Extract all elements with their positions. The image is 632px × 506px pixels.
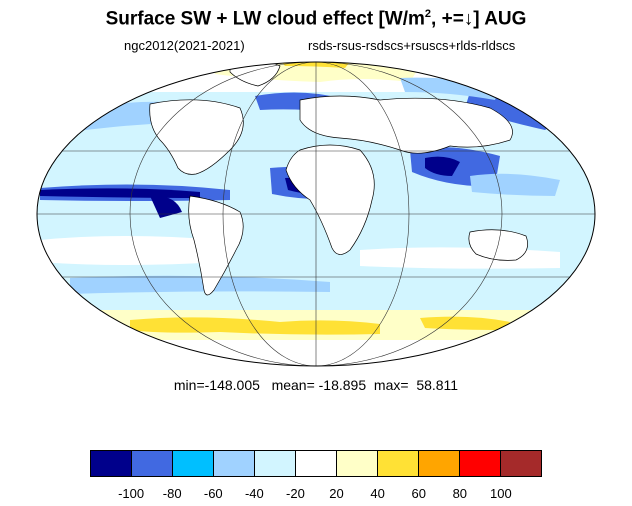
colorbar-tick-label: -80 (162, 486, 182, 501)
map-border (36, 61, 596, 367)
colorbar-tick-label: 20 (329, 486, 344, 501)
model-subtitle: ngc2012(2021-2021) (124, 38, 245, 53)
southern-ocean-band (70, 275, 330, 294)
colorbar-swatch (378, 451, 419, 476)
colorbar-tick-label: -100 (118, 486, 145, 501)
arctic-yellow-patch (280, 62, 350, 68)
colorbar-tick-label: 60 (411, 486, 426, 501)
panama-core (150, 195, 182, 218)
colorbar-swatch (460, 451, 501, 476)
colorbar-swatch (132, 451, 173, 476)
colorbar-labels: -100 -80 -60 -40 -20 20 40 60 80 100 (0, 486, 632, 504)
graticule (37, 62, 595, 366)
antarctic-yellow-band (130, 317, 380, 335)
asian-monsoon-core (425, 156, 460, 176)
africa (285, 144, 375, 255)
west-pacific-band (470, 173, 560, 196)
stats-line: min=-148.005 mean= -18.895 max= 58.811 (173, 377, 459, 393)
colorbar-swatch (173, 451, 214, 476)
itcz-pacific-core (40, 188, 200, 198)
colorbar-swatch (501, 451, 541, 476)
colorbar-tick-label: 100 (490, 486, 512, 501)
antarctic-yellow-patch (420, 316, 510, 330)
south-america (188, 195, 244, 296)
chart-title: Surface SW + LW cloud effect [W/m2, +=↓]… (105, 8, 527, 30)
world-map (36, 61, 596, 367)
colorbar-swatch (419, 451, 460, 476)
colorbar-tick-label: -20 (286, 486, 305, 501)
eurasia (299, 95, 513, 154)
north-america (149, 99, 244, 175)
colorbar-tick-label: -40 (244, 486, 264, 501)
indian-ocean-clear (360, 247, 560, 269)
colorbar-swatch (337, 451, 378, 476)
colorbar-tick-label: 40 (370, 486, 385, 501)
colorbar-swatch (91, 451, 132, 476)
colorbar-swatch (214, 451, 255, 476)
colorbar-tick-label: 80 (452, 486, 468, 501)
colorbar-swatch (296, 451, 337, 476)
colorbar-swatch (255, 451, 296, 476)
south-pacific-clear (40, 236, 220, 265)
colorbar-tick-label: -60 (203, 486, 223, 501)
variable-subtitle: rsds-rsus-rsdscs+rsuscs+rlds-rldscs (308, 38, 516, 53)
colorbar (90, 450, 542, 477)
